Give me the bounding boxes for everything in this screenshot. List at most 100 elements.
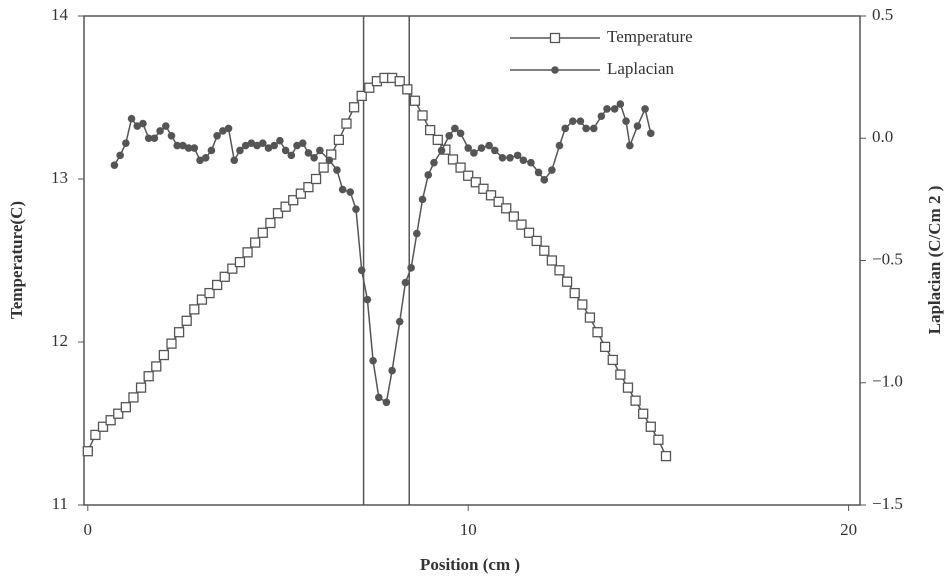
- data-point: [485, 141, 493, 150]
- data-point: [352, 205, 360, 213]
- data-point: [207, 146, 216, 155]
- data-point: [161, 122, 170, 130]
- data-point: [276, 136, 284, 145]
- legend-label: Laplacian: [607, 59, 675, 78]
- x-axis-title: Position (cm ): [420, 555, 520, 574]
- data-point: [167, 132, 176, 140]
- data-point: [417, 110, 428, 121]
- data-point: [270, 141, 278, 150]
- data-point: [455, 162, 466, 173]
- data-point: [224, 124, 233, 133]
- data-point: [425, 124, 436, 136]
- data-point: [582, 124, 590, 133]
- data-point: [241, 141, 250, 150]
- data-point: [356, 90, 367, 102]
- data-point: [463, 170, 474, 181]
- data-point: [219, 271, 230, 282]
- data-point: [478, 183, 489, 194]
- data-point: [265, 217, 276, 229]
- data-point: [394, 76, 405, 87]
- data-point: [491, 146, 499, 155]
- data-point: [569, 117, 577, 125]
- data-point: [281, 146, 290, 155]
- data-point: [318, 162, 329, 173]
- data-point: [156, 127, 164, 135]
- data-point: [363, 295, 372, 304]
- data-point: [280, 201, 291, 212]
- data-point: [196, 156, 204, 165]
- y2-tick-label: −1.0: [872, 372, 903, 391]
- x-tick-label: 10: [460, 520, 477, 539]
- data-point: [204, 287, 215, 299]
- data-point: [610, 105, 619, 113]
- data-point: [173, 327, 185, 338]
- y-tick-label: 14: [51, 5, 69, 24]
- data-point: [424, 171, 433, 179]
- data-point: [485, 190, 497, 201]
- data-point: [477, 144, 486, 152]
- data-point: [219, 127, 227, 135]
- data-point: [144, 134, 153, 143]
- data-point: [253, 141, 261, 150]
- data-point: [213, 132, 221, 140]
- data-point: [622, 117, 630, 125]
- data-point: [626, 141, 634, 150]
- data-point: [607, 354, 618, 366]
- data-point: [584, 312, 596, 323]
- data-point: [133, 122, 142, 130]
- data-point: [196, 294, 208, 305]
- data-point: [234, 256, 246, 268]
- data-point: [110, 161, 119, 169]
- y2-tick-label: −1.5: [872, 494, 903, 513]
- data-point: [303, 181, 314, 193]
- data-point: [135, 382, 147, 393]
- plot-frame: [83, 15, 861, 506]
- data-point: [531, 235, 542, 247]
- data-point: [338, 185, 347, 194]
- data-point: [151, 361, 162, 372]
- data-point: [527, 158, 535, 167]
- data-point: [413, 229, 421, 238]
- data-point: [369, 356, 377, 365]
- data-point: [264, 144, 273, 152]
- data-point: [166, 338, 177, 349]
- data-point: [513, 151, 522, 160]
- x-tick-label: 0: [84, 520, 93, 539]
- data-point: [257, 227, 268, 238]
- data-point: [201, 154, 210, 162]
- legend-label: Temperature: [607, 27, 693, 46]
- data-point: [633, 122, 642, 130]
- data-point: [310, 154, 318, 162]
- data-point: [288, 195, 299, 206]
- y2-tick-label: 0.5: [872, 5, 893, 24]
- data-point: [184, 144, 193, 152]
- data-point: [456, 129, 465, 138]
- data-point: [548, 166, 556, 174]
- y-axis-title: Temperature(C): [7, 201, 26, 319]
- data-point: [298, 139, 307, 147]
- data-point: [97, 421, 109, 432]
- data-point: [150, 134, 159, 143]
- data-point: [82, 446, 93, 457]
- data-point: [173, 141, 181, 150]
- data-point: [451, 124, 459, 133]
- data-point: [341, 118, 352, 129]
- data-point: [554, 265, 565, 276]
- data-point: [105, 415, 116, 426]
- data-point: [364, 82, 375, 93]
- data-point: [401, 278, 410, 287]
- data-point: [287, 151, 296, 160]
- data-point: [641, 105, 649, 113]
- data-point: [295, 188, 306, 199]
- data-point: [589, 124, 598, 133]
- data-point: [603, 105, 611, 113]
- legend-marker: [549, 32, 561, 44]
- data-point: [325, 156, 334, 165]
- data-point: [128, 392, 139, 403]
- data-point: [230, 156, 239, 165]
- data-point: [616, 100, 625, 108]
- x-tick-label: 20: [840, 520, 857, 539]
- data-point: [242, 247, 253, 258]
- data-point: [597, 112, 606, 121]
- data-point: [333, 166, 341, 174]
